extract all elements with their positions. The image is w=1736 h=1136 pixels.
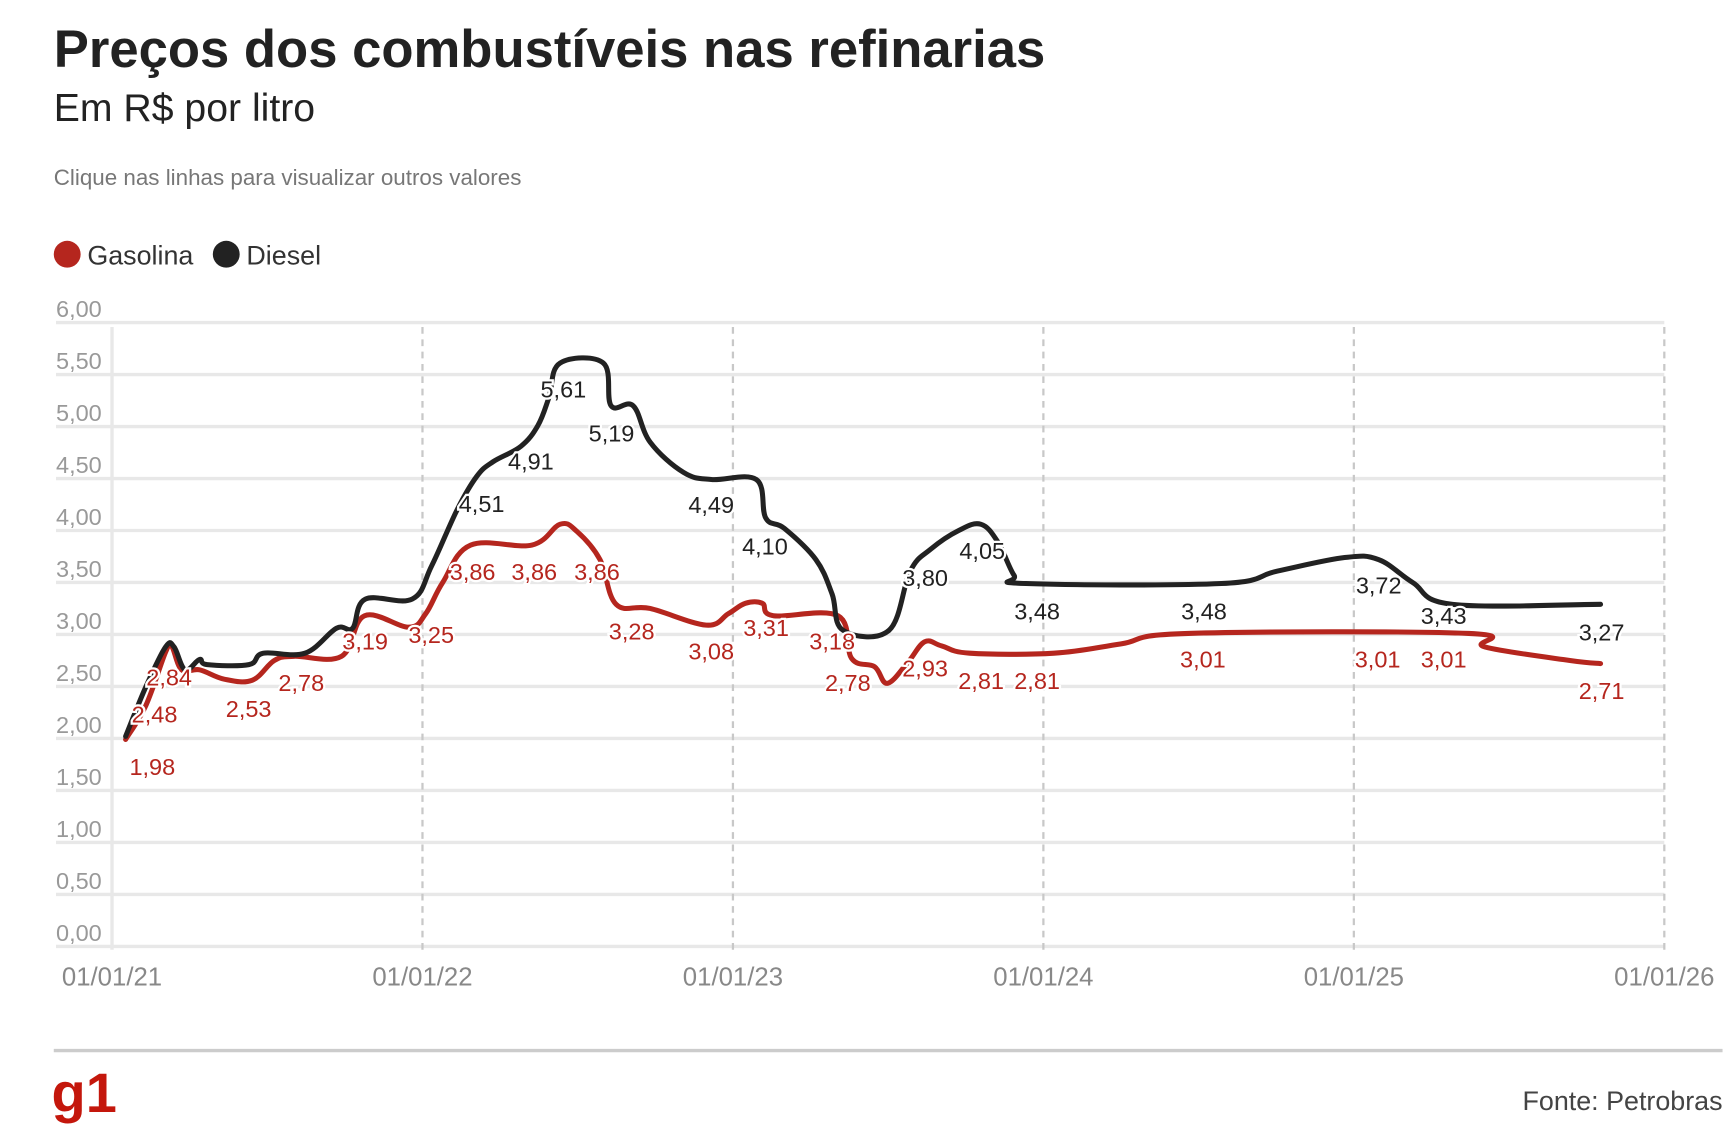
data-label-gasolina: 3,01 <box>1421 647 1467 673</box>
legend-item-gasolina[interactable]: Gasolina <box>53 240 194 270</box>
data-label-diesel: 5,61 <box>540 377 586 403</box>
series-lines <box>123 355 1604 743</box>
data-label-gasolina: 2,93 <box>902 655 948 681</box>
legend-label: Diesel <box>246 240 321 270</box>
y-tick-label: 4,50 <box>56 452 102 478</box>
legend: Gasolina Diesel <box>53 240 321 270</box>
y-tick-label: 2,50 <box>56 660 102 686</box>
data-label-gasolina: 3,86 <box>511 559 557 585</box>
data-label-gasolina: 2,48 <box>132 701 178 727</box>
data-label-gasolina: 3,86 <box>574 559 620 585</box>
data-label-gasolina: 2,71 <box>1579 678 1625 704</box>
source-note: Fonte: Petrobras <box>1522 1086 1722 1116</box>
data-label-diesel: 4,51 <box>459 491 505 517</box>
y-tick-label: 3,50 <box>56 556 102 582</box>
data-label-diesel: 3,48 <box>1181 598 1227 624</box>
data-label-gasolina: 2,53 <box>226 696 272 722</box>
data-label-diesel: 4,10 <box>742 533 788 559</box>
data-label-gasolina: 3,25 <box>408 622 454 648</box>
instruction-note: Clique nas linhas para visualizar outros… <box>54 165 522 190</box>
data-label-diesel: 3,72 <box>1356 573 1402 599</box>
y-tick-label: 0,50 <box>56 868 102 894</box>
data-label-diesel: 4,05 <box>959 538 1005 564</box>
data-label-gasolina: 3,01 <box>1180 647 1226 673</box>
data-label-gasolina: 2,81 <box>1014 668 1060 694</box>
data-label-diesel: 3,80 <box>902 565 948 591</box>
x-tick-label: 01/01/23 <box>683 964 783 992</box>
y-tick-label: 5,00 <box>56 400 102 426</box>
data-label-diesel: 4,49 <box>688 492 734 518</box>
y-tick-label: 1,50 <box>56 764 102 790</box>
y-tick-label: 0,00 <box>56 920 102 946</box>
data-label-gasolina: 2,81 <box>958 668 1004 694</box>
page-title: Preços dos combustíveis nas refinarias <box>54 20 1046 79</box>
y-tick-label: 3,00 <box>56 608 102 634</box>
diesel-swatch-icon <box>212 240 240 268</box>
y-axis: 0,00 0,50 1,00 1,50 2,00 2,50 3,00 3,50 4,00 4,50… <box>56 296 102 946</box>
y-tick-label: 4,00 <box>56 504 102 530</box>
data-label-gasolina: 2,78 <box>278 670 324 696</box>
gasolina-swatch-icon <box>53 240 81 268</box>
x-tick-label: 01/01/26 <box>1614 964 1714 992</box>
x-axis: 01/01/21 01/01/22 01/01/23 01/01/24 01/01/25… <box>62 964 1715 992</box>
data-label-gasolina: 1,98 <box>129 754 175 780</box>
data-label-diesel: 5,19 <box>589 420 635 446</box>
g1-logo: g1 <box>52 1061 117 1124</box>
x-tick-label: 01/01/24 <box>993 964 1093 992</box>
data-label-gasolina: 3,31 <box>743 615 789 641</box>
y-tick-label: 6,00 <box>56 296 102 322</box>
y-tick-label: 1,00 <box>56 816 102 842</box>
data-label-gasolina: 2,78 <box>825 670 871 696</box>
data-label-gasolina: 3,18 <box>809 629 855 655</box>
data-label-diesel: 3,48 <box>1014 598 1060 624</box>
data-label-gasolina: 3,08 <box>688 639 734 665</box>
series-line-gasolina <box>123 520 1604 743</box>
x-tick-label: 01/01/21 <box>62 964 162 992</box>
data-label-gasolina: 2,84 <box>146 664 192 690</box>
grid <box>56 320 1666 950</box>
data-label-diesel: 4,91 <box>508 448 554 474</box>
data-label-gasolina: 3,01 <box>1355 647 1401 673</box>
data-labels: 1,982,482,842,532,783,19 3,253,86 3,86 3,86… <box>127 374 1626 782</box>
page-subtitle: Em R$ por litro <box>54 87 315 130</box>
data-label-gasolina: 3,28 <box>609 619 655 645</box>
legend-label: Gasolina <box>87 240 193 270</box>
data-label-diesel: 3,27 <box>1579 620 1625 646</box>
data-label-diesel: 3,43 <box>1421 603 1467 629</box>
x-tick-label: 01/01/25 <box>1304 964 1404 992</box>
x-tick-label: 01/01/22 <box>372 964 472 992</box>
y-tick-label: 5,50 <box>56 348 102 374</box>
data-label-gasolina: 3,86 <box>450 559 496 585</box>
data-label-gasolina: 3,19 <box>342 629 388 655</box>
series-line-diesel <box>123 355 1604 739</box>
legend-item-diesel[interactable]: Diesel <box>212 240 321 270</box>
y-tick-label: 2,00 <box>56 712 102 738</box>
